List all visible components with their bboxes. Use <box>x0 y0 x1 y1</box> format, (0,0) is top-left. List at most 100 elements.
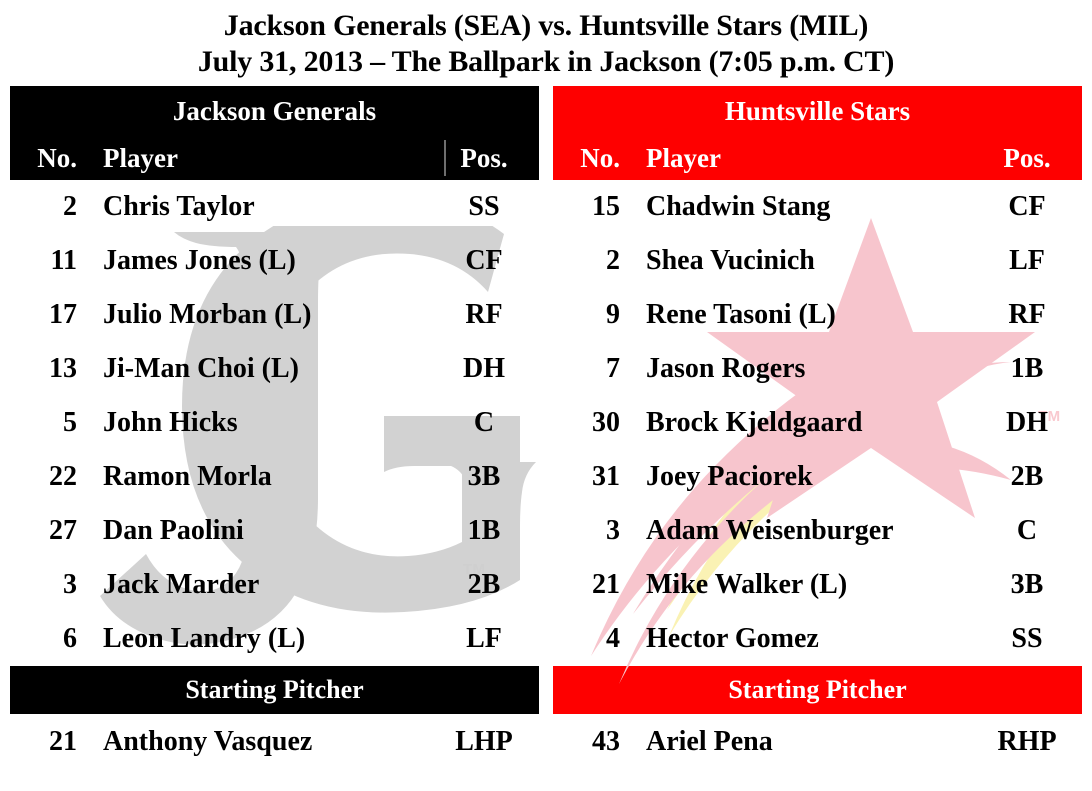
away-row-8-position: SS <box>1011 623 1043 654</box>
home-row-0-player: Chris Taylor <box>103 191 255 222</box>
away-row-6-number: 3 <box>606 515 620 546</box>
away-col-header-player: Player <box>646 142 721 173</box>
away-col-header-pos: Pos. <box>1003 142 1051 173</box>
table-row: 17 Julio Morban (L) RF <box>10 288 539 342</box>
home-row-3-position: DH <box>463 353 505 384</box>
away-lineup-list: 15 Chadwin Stang CF 2 Shea Vucinich LF 9… <box>553 180 1082 666</box>
away-starting-pitcher-position: RHP <box>997 725 1057 757</box>
home-starting-pitcher-row: 21 Anthony Vasquez LHP <box>10 714 539 769</box>
away-row-4-player: Brock Kjeldgaard <box>646 407 863 438</box>
away-column-headers: No. Player Pos. <box>553 136 1082 180</box>
away-roster-wrapper: TM 15 Chadwin Stang CF 2 Shea Vucinich L… <box>553 180 1082 684</box>
huntsville-stars-trademark-mark: TM <box>1038 408 1061 425</box>
home-row-8-number: 6 <box>63 623 77 654</box>
home-row-5-number: 22 <box>49 461 77 492</box>
home-starting-pitcher-name: Anthony Vasquez <box>103 725 313 757</box>
page-title: Jackson Generals (SEA) vs. Huntsville St… <box>0 0 1092 80</box>
away-row-1-number: 2 <box>606 245 620 276</box>
home-column-headers: No. Player Pos. <box>10 136 539 180</box>
away-starting-pitcher-number: 43 <box>592 725 620 757</box>
home-starting-pitcher-position: LHP <box>455 725 513 757</box>
away-team-lineup-card: Huntsville Stars No. Player Pos. <box>553 86 1082 769</box>
away-row-3-number: 7 <box>606 353 620 384</box>
away-row-1-position: LF <box>1009 245 1045 276</box>
away-row-7-number: 21 <box>592 569 620 600</box>
away-row-5-number: 31 <box>592 461 620 492</box>
home-row-4-position: C <box>473 407 495 438</box>
away-row-1-player: Shea Vucinich <box>646 245 815 276</box>
away-row-5-position: 2B <box>1010 461 1044 492</box>
table-row: 2 Shea Vucinich LF <box>553 234 1082 288</box>
home-row-8-player: Leon Landry (L) <box>103 623 306 654</box>
away-row-4-position: DH <box>1006 407 1048 438</box>
away-starting-pitcher-header: Starting Pitcher <box>553 666 1082 714</box>
away-row-8-player: Hector Gomez <box>646 623 819 654</box>
home-row-4-number: 5 <box>63 407 77 438</box>
home-lineup-list: 2 Chris Taylor SS 11 James Jones (L) CF … <box>10 180 539 666</box>
away-row-2-player: Rene Tasoni (L) <box>646 299 836 330</box>
away-row-0-player: Chadwin Stang <box>646 191 831 222</box>
home-row-7-number: 3 <box>63 569 77 600</box>
home-row-5-position: 3B <box>467 461 501 492</box>
home-row-7-position: 2B <box>467 569 501 600</box>
home-row-3-number: 13 <box>49 353 77 384</box>
home-starting-pitcher-header: Starting Pitcher <box>10 666 539 714</box>
home-starting-pitcher-number: 21 <box>49 725 77 757</box>
home-col-header-no: No. <box>37 142 77 173</box>
home-row-6-player: Dan Paolini <box>103 515 244 546</box>
away-row-2-number: 9 <box>606 299 620 330</box>
away-row-0-number: 15 <box>592 191 620 222</box>
table-row: 27 Dan Paolini 1B <box>10 504 539 558</box>
home-row-6-position: 1B <box>467 515 501 546</box>
away-row-3-position: 1B <box>1010 353 1044 384</box>
away-starting-pitcher-label: Starting Pitcher <box>728 675 907 704</box>
home-row-2-player: Julio Morban (L) <box>103 299 312 330</box>
home-row-7-player: Jack Marder <box>103 569 260 600</box>
home-column-divider <box>444 140 446 176</box>
table-row: 7 Jason Rogers 1B <box>553 342 1082 396</box>
home-roster-wrapper: TM 2 Chris Taylor SS 11 James Jones (L) … <box>10 180 539 666</box>
home-col-header-pos: Pos. <box>460 142 508 173</box>
home-row-4-player: John Hicks <box>103 407 238 438</box>
home-row-2-number: 17 <box>49 299 77 330</box>
table-row: 11 James Jones (L) CF <box>10 234 539 288</box>
away-row-7-player: Mike Walker (L) <box>646 569 848 600</box>
home-row-2-position: RF <box>465 299 503 330</box>
home-row-1-player: James Jones (L) <box>103 245 296 276</box>
lineup-cards-container: Jackson Generals No. Player Pos. TM <box>0 86 1092 769</box>
home-starting-pitcher-label: Starting Pitcher <box>185 675 364 704</box>
home-row-0-number: 2 <box>63 191 77 222</box>
home-row-8-position: LF <box>466 623 502 654</box>
home-row-1-number: 11 <box>50 245 77 276</box>
away-col-header-no: No. <box>580 142 620 173</box>
matchup-subtitle-line-2: July 31, 2013 – The Ballpark in Jackson … <box>197 45 895 78</box>
table-row: 3 Jack Marder 2B <box>10 558 539 612</box>
table-row: 21 Mike Walker (L) 3B <box>553 558 1082 612</box>
away-starting-pitcher-name: Ariel Pena <box>646 725 773 757</box>
table-row: 15 Chadwin Stang CF <box>553 180 1082 234</box>
table-row: 4 Hector Gomez SS <box>553 612 1082 666</box>
table-row: 30 Brock Kjeldgaard DH <box>553 396 1082 450</box>
away-team-header: Huntsville Stars <box>553 86 1082 136</box>
table-row: 3 Adam Weisenburger C <box>553 504 1082 558</box>
home-row-5-player: Ramon Morla <box>103 461 272 492</box>
home-col-header-player: Player <box>103 142 178 173</box>
away-row-8-number: 4 <box>606 623 620 654</box>
away-row-0-position: CF <box>1008 191 1046 222</box>
table-row: 22 Ramon Morla 3B <box>10 450 539 504</box>
away-row-2-position: RF <box>1008 299 1046 330</box>
table-row: 13 Ji-Man Choi (L) DH <box>10 342 539 396</box>
table-row: 9 Rene Tasoni (L) RF <box>553 288 1082 342</box>
table-row: 2 Chris Taylor SS <box>10 180 539 234</box>
table-row: 5 John Hicks C <box>10 396 539 450</box>
table-row: 6 Leon Landry (L) LF <box>10 612 539 666</box>
away-row-6-player: Adam Weisenburger <box>646 515 894 546</box>
home-row-6-number: 27 <box>49 515 77 546</box>
away-row-7-position: 3B <box>1010 569 1044 600</box>
home-row-3-player: Ji-Man Choi (L) <box>103 353 299 384</box>
away-row-3-player: Jason Rogers <box>646 353 806 384</box>
away-row-6-position: C <box>1016 515 1038 546</box>
home-row-1-position: CF <box>465 245 503 276</box>
home-team-name: Jackson Generals <box>172 95 377 126</box>
away-starting-pitcher-row: 43 Ariel Pena RHP <box>553 714 1082 769</box>
